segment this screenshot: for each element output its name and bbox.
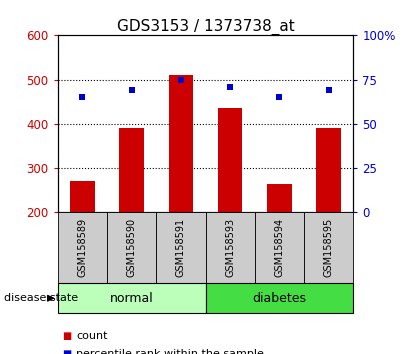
Text: GSM158595: GSM158595	[324, 218, 334, 277]
Text: GSM158593: GSM158593	[225, 218, 235, 277]
Text: ■: ■	[62, 349, 71, 354]
Text: GSM158591: GSM158591	[176, 218, 186, 277]
Bar	[119, 128, 144, 212]
Text: diabetes: diabetes	[252, 292, 307, 305]
Text: GSM158589: GSM158589	[77, 218, 87, 277]
Bar	[70, 181, 95, 212]
Bar	[156, 212, 206, 283]
Bar	[267, 184, 292, 212]
Text: ■: ■	[62, 331, 71, 341]
Text: count: count	[76, 331, 108, 341]
Text: disease state: disease state	[4, 293, 78, 303]
Bar	[206, 212, 255, 283]
Bar	[218, 108, 242, 212]
Bar	[169, 75, 193, 212]
Bar	[304, 212, 353, 283]
Text: percentile rank within the sample: percentile rank within the sample	[76, 349, 264, 354]
Bar	[58, 212, 107, 283]
Text: GSM158590: GSM158590	[127, 218, 136, 277]
Text: normal: normal	[110, 292, 153, 305]
Bar	[206, 283, 353, 313]
Bar	[255, 212, 304, 283]
Bar	[58, 283, 206, 313]
Text: GSM158594: GSM158594	[275, 218, 284, 277]
Bar	[107, 212, 156, 283]
Bar	[316, 128, 341, 212]
Title: GDS3153 / 1373738_at: GDS3153 / 1373738_at	[117, 19, 294, 35]
